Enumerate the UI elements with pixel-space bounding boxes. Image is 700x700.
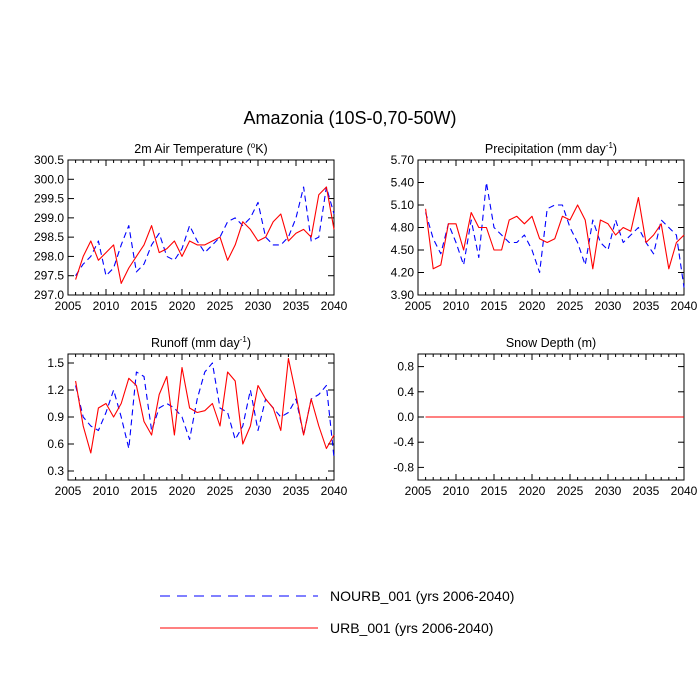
y-tick-label: 0.0 <box>397 410 414 424</box>
x-tick-label: 2020 <box>519 299 546 313</box>
plot-frame <box>417 159 685 296</box>
y-tick-label: 4.50 <box>391 243 415 257</box>
legend-nourb-label: NOURB_001 (yrs 2006-2040) <box>330 588 514 604</box>
y-tick-label: 5.10 <box>391 198 415 212</box>
y-tick-label: 300.0 <box>34 172 64 186</box>
panel-title: Precipitation (mm day-1) <box>485 141 617 156</box>
y-tick-label: 299.5 <box>34 192 64 206</box>
y-tick-label: 298.5 <box>34 230 64 244</box>
y-tick-label: 5.70 <box>391 153 415 167</box>
y-tick-label: 297.0 <box>34 288 64 302</box>
y-tick-label: 0.4 <box>397 385 414 399</box>
panel-runoff: Runoff (mm day-1) 2005 2010 2015 2020 2025 203… <box>47 335 347 498</box>
panels-group: 2m Air Temperature (oK) 2005 2010 2015 2020 2… <box>34 141 698 498</box>
x-tick-label: 2035 <box>283 484 310 498</box>
panel-snow-depth: Snow Depth (m) 2005 2010 2015 2020 2025 2030 20… <box>393 336 697 498</box>
x-tick-label: 2030 <box>595 299 622 313</box>
y-tick-label: 1.5 <box>47 356 64 370</box>
x-tick-label: 2015 <box>131 299 158 313</box>
x-tick-label: 2025 <box>557 299 584 313</box>
x-tick-label: 2030 <box>245 299 272 313</box>
y-tick-label: 4.80 <box>391 221 415 235</box>
x-tick-label: 2020 <box>169 484 196 498</box>
x-tick-label: 2015 <box>481 299 508 313</box>
y-tick-label: 0.8 <box>397 360 414 374</box>
y-tick-label: 0.6 <box>47 437 64 451</box>
series-urb-line <box>425 196 685 270</box>
x-tick-label: 2015 <box>131 484 158 498</box>
x-tick-label: 2025 <box>207 484 234 498</box>
x-tick-label: 2005 <box>55 299 82 313</box>
x-tick-label: 2005 <box>405 484 432 498</box>
series-urb-line <box>75 357 335 454</box>
series-urb-line <box>75 186 335 284</box>
y-tick-label: 4.20 <box>391 266 415 280</box>
plot-frame <box>67 159 335 296</box>
y-tick-label: 297.5 <box>34 269 64 283</box>
x-tick-label: 2035 <box>283 299 310 313</box>
y-tick-label: -0.8 <box>393 460 414 474</box>
x-tick-label: 2025 <box>207 299 234 313</box>
y-tick-label: -0.4 <box>393 435 414 449</box>
y-tick-label: 5.40 <box>391 176 415 190</box>
series-nourb-line <box>425 181 685 288</box>
y-tick-label: 1.2 <box>47 383 64 397</box>
panel-title: Snow Depth (m) <box>506 336 596 350</box>
x-tick-label: 2030 <box>245 484 272 498</box>
series-nourb-line <box>75 186 335 277</box>
panel-temperature: 2m Air Temperature (oK) 2005 2010 2015 2020 2… <box>34 141 348 313</box>
panel-title: 2m Air Temperature (oK) <box>134 141 267 156</box>
panel-title: Runoff (mm day-1) <box>151 335 251 350</box>
plot-frame <box>67 353 335 481</box>
x-tick-label: 2040 <box>671 299 698 313</box>
legend: NOURB_001 (yrs 2006-2040) URB_001 (yrs 20… <box>160 588 514 636</box>
y-tick-label: 299.0 <box>34 211 64 225</box>
x-tick-label: 2010 <box>443 484 470 498</box>
figure-title: Amazonia (10S-0,70-50W) <box>243 108 456 128</box>
x-tick-label: 2005 <box>405 299 432 313</box>
x-tick-label: 2030 <box>595 484 622 498</box>
y-tick-label: 3.90 <box>391 288 415 302</box>
y-tick-label: 0.3 <box>47 464 64 478</box>
x-tick-label: 2015 <box>481 484 508 498</box>
panel-precipitation: Precipitation (mm day-1) 2005 2010 2015 2020… <box>391 141 698 313</box>
x-tick-label: 2010 <box>443 299 470 313</box>
x-tick-label: 2040 <box>321 484 348 498</box>
x-tick-label: 2010 <box>93 299 120 313</box>
x-tick-label: 2035 <box>633 299 660 313</box>
x-tick-label: 2020 <box>169 299 196 313</box>
x-tick-label: 2005 <box>55 484 82 498</box>
legend-urb-label: URB_001 (yrs 2006-2040) <box>330 620 493 636</box>
x-tick-label: 2040 <box>671 484 698 498</box>
x-tick-label: 2020 <box>519 484 546 498</box>
x-tick-label: 2010 <box>93 484 120 498</box>
y-tick-label: 0.9 <box>47 410 64 424</box>
x-tick-label: 2025 <box>557 484 584 498</box>
y-tick-label: 300.5 <box>34 153 64 167</box>
x-tick-label: 2035 <box>633 484 660 498</box>
x-tick-label: 2040 <box>321 299 348 313</box>
y-tick-label: 298.0 <box>34 249 64 263</box>
